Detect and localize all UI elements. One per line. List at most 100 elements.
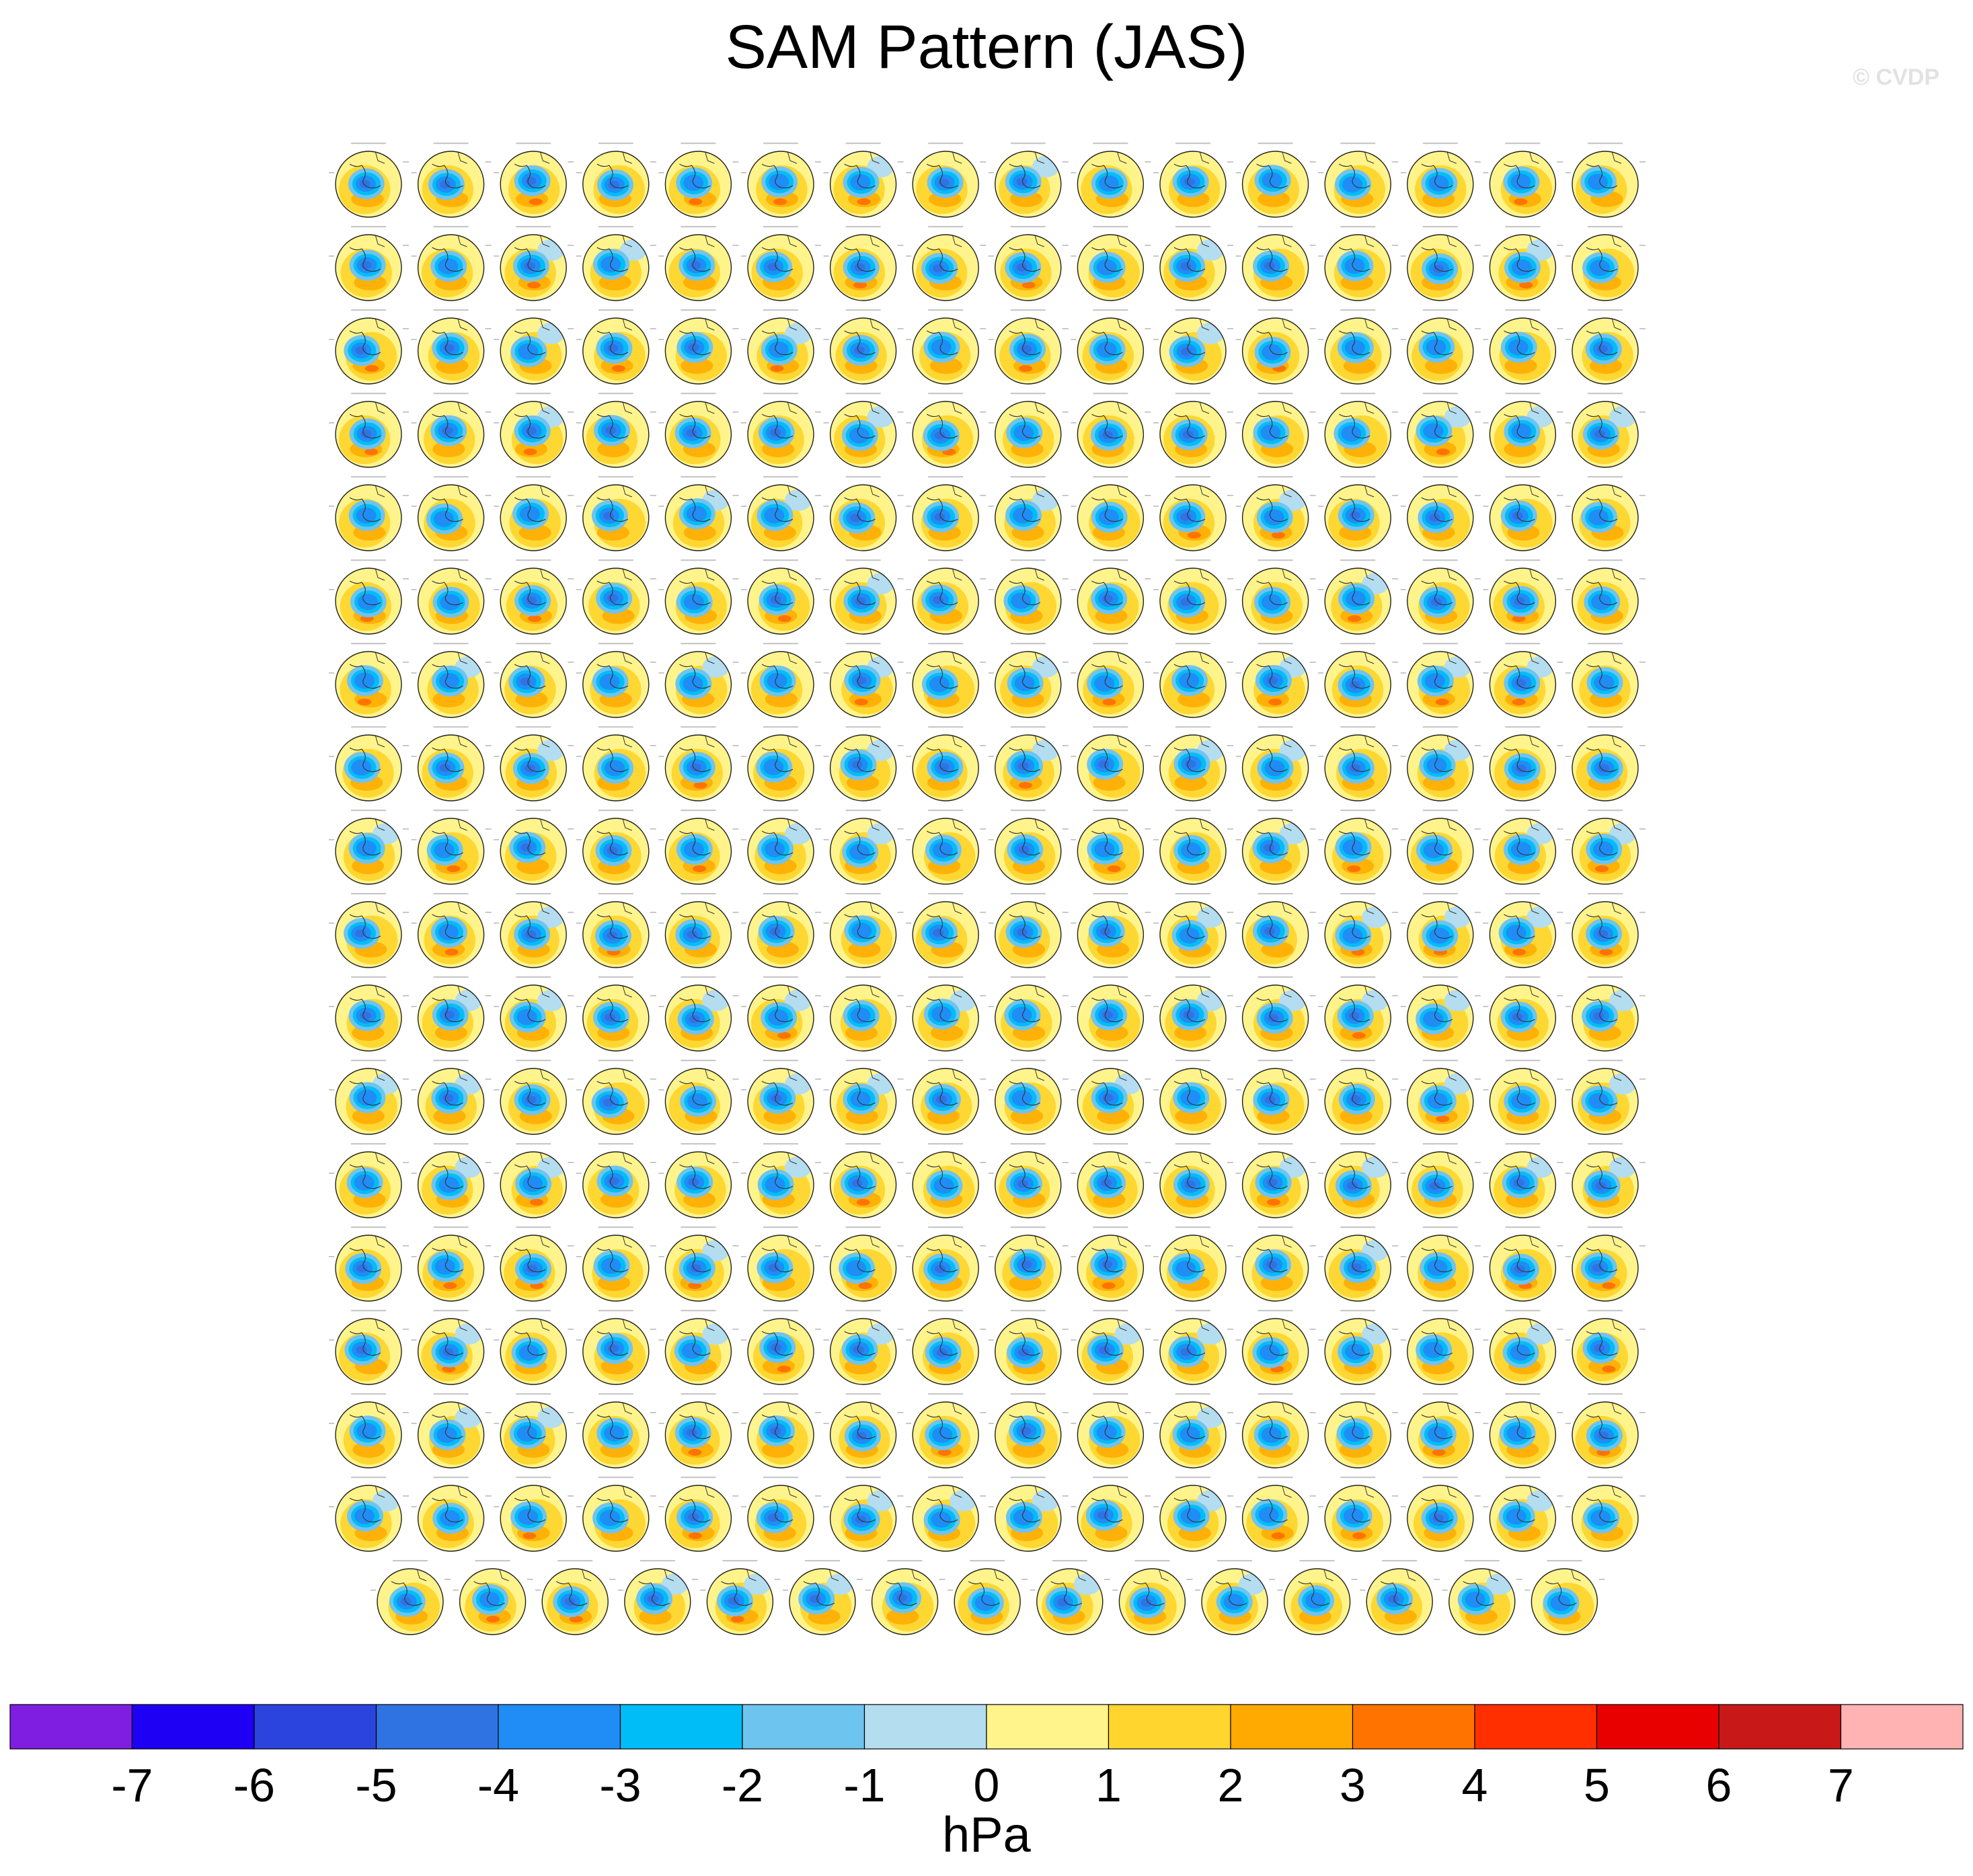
map-panel <box>658 226 739 301</box>
panel-tick-label <box>411 506 417 507</box>
map-border <box>912 1151 979 1218</box>
negative-anomaly <box>1264 509 1284 526</box>
panel-caption <box>928 1060 964 1062</box>
map-border <box>417 1318 485 1385</box>
coastline <box>1199 1068 1210 1081</box>
panel-caption <box>433 726 469 728</box>
panel-caption <box>516 726 551 728</box>
panel-tick-label <box>1318 172 1324 173</box>
coastline <box>1034 1485 1044 1498</box>
coastline <box>1282 735 1292 748</box>
panel-tick-label <box>329 172 334 173</box>
map-border <box>1159 568 1227 635</box>
map-panel <box>1400 1477 1481 1552</box>
map-panel <box>411 559 492 635</box>
coastline <box>787 1319 798 1331</box>
coastline <box>1529 318 1539 331</box>
map-border <box>1489 1235 1557 1302</box>
panel-tick-label <box>1400 1506 1406 1508</box>
negative-anomaly <box>1197 323 1224 344</box>
panel-caption <box>845 143 881 145</box>
map-border <box>1489 1318 1557 1385</box>
panel-tick-label <box>1318 506 1324 507</box>
panel-caption <box>681 1226 716 1228</box>
map-panel <box>1318 810 1399 885</box>
map-panel <box>576 559 656 635</box>
coastline <box>375 902 385 914</box>
panel-tick-label <box>1483 839 1489 841</box>
colorbar-swatch <box>9 1704 133 1750</box>
panel-tick-label <box>1153 506 1159 507</box>
panel-caption <box>475 1560 510 1562</box>
map-panel <box>1400 726 1481 802</box>
map-border <box>335 1318 402 1385</box>
negative-anomaly <box>1094 675 1115 692</box>
negative-anomaly <box>1175 1260 1196 1277</box>
panel-caption <box>598 1477 633 1479</box>
negative-anomaly <box>356 1264 368 1273</box>
coastline <box>1298 1581 1329 1606</box>
map-border <box>1241 984 1309 1052</box>
coastline <box>1009 497 1041 522</box>
map-border <box>1324 401 1391 468</box>
negative-anomaly <box>1427 1093 1448 1109</box>
coastline <box>1446 1319 1457 1331</box>
panel-caption <box>1093 643 1128 645</box>
panel-caption <box>433 1143 469 1145</box>
map-panel <box>576 1060 656 1135</box>
negative-anomaly <box>931 339 952 356</box>
coastline <box>432 1331 463 1356</box>
panel-tick-label <box>1309 1162 1316 1163</box>
coastline <box>349 664 381 689</box>
panel-tick-label <box>741 422 746 424</box>
map-panel <box>906 226 986 301</box>
panel-tick-label <box>906 589 912 590</box>
coastline <box>952 485 962 498</box>
positive-anomaly <box>433 1108 466 1124</box>
panel-tick-label <box>494 1006 500 1007</box>
map-panel <box>329 476 409 551</box>
panel-tick-label <box>650 745 656 746</box>
map-panel <box>329 976 409 1052</box>
coastline <box>1529 485 1539 498</box>
coastline <box>1173 914 1206 939</box>
panel-caption <box>1588 226 1623 228</box>
positive-anomaly <box>858 1282 872 1289</box>
negative-anomaly <box>1183 1011 1194 1019</box>
positive-anomaly <box>1595 865 1609 872</box>
coastline <box>1009 330 1041 356</box>
panel-caption <box>1299 1560 1335 1562</box>
panel-caption <box>1258 726 1293 728</box>
panel-tick-label <box>1145 745 1151 746</box>
panel-caption <box>1588 393 1623 395</box>
panel-caption <box>1010 1226 1046 1228</box>
positive-anomaly <box>364 448 379 455</box>
map-panel <box>906 143 986 218</box>
map-border <box>582 734 650 802</box>
panel-tick-label <box>1639 1245 1646 1247</box>
panel-tick-label <box>329 1339 334 1341</box>
coastline <box>704 902 715 914</box>
coastline <box>926 497 958 522</box>
panel-tick-label <box>1145 662 1151 663</box>
coastline <box>869 318 880 331</box>
panel-tick-label <box>1145 1495 1151 1497</box>
map-panel <box>1565 810 1646 885</box>
map-panel <box>1483 1060 1563 1135</box>
positive-anomaly <box>1102 699 1116 705</box>
panel-caption <box>598 810 633 812</box>
positive-anomaly <box>1352 1532 1366 1539</box>
coastline <box>1338 163 1370 189</box>
panel-tick-label <box>1145 1245 1151 1247</box>
negative-anomaly <box>896 1594 908 1602</box>
panel-tick-label <box>1318 1089 1324 1091</box>
coastline <box>704 1319 715 1331</box>
map-panel <box>1071 393 1151 468</box>
coastline <box>1504 747 1535 773</box>
map-border <box>829 651 897 718</box>
colorbar-swatch <box>131 1704 255 1750</box>
positive-anomaly <box>597 441 630 457</box>
panel-tick-label <box>1557 328 1563 329</box>
coastline <box>1446 235 1457 247</box>
coastline <box>1446 1152 1457 1165</box>
